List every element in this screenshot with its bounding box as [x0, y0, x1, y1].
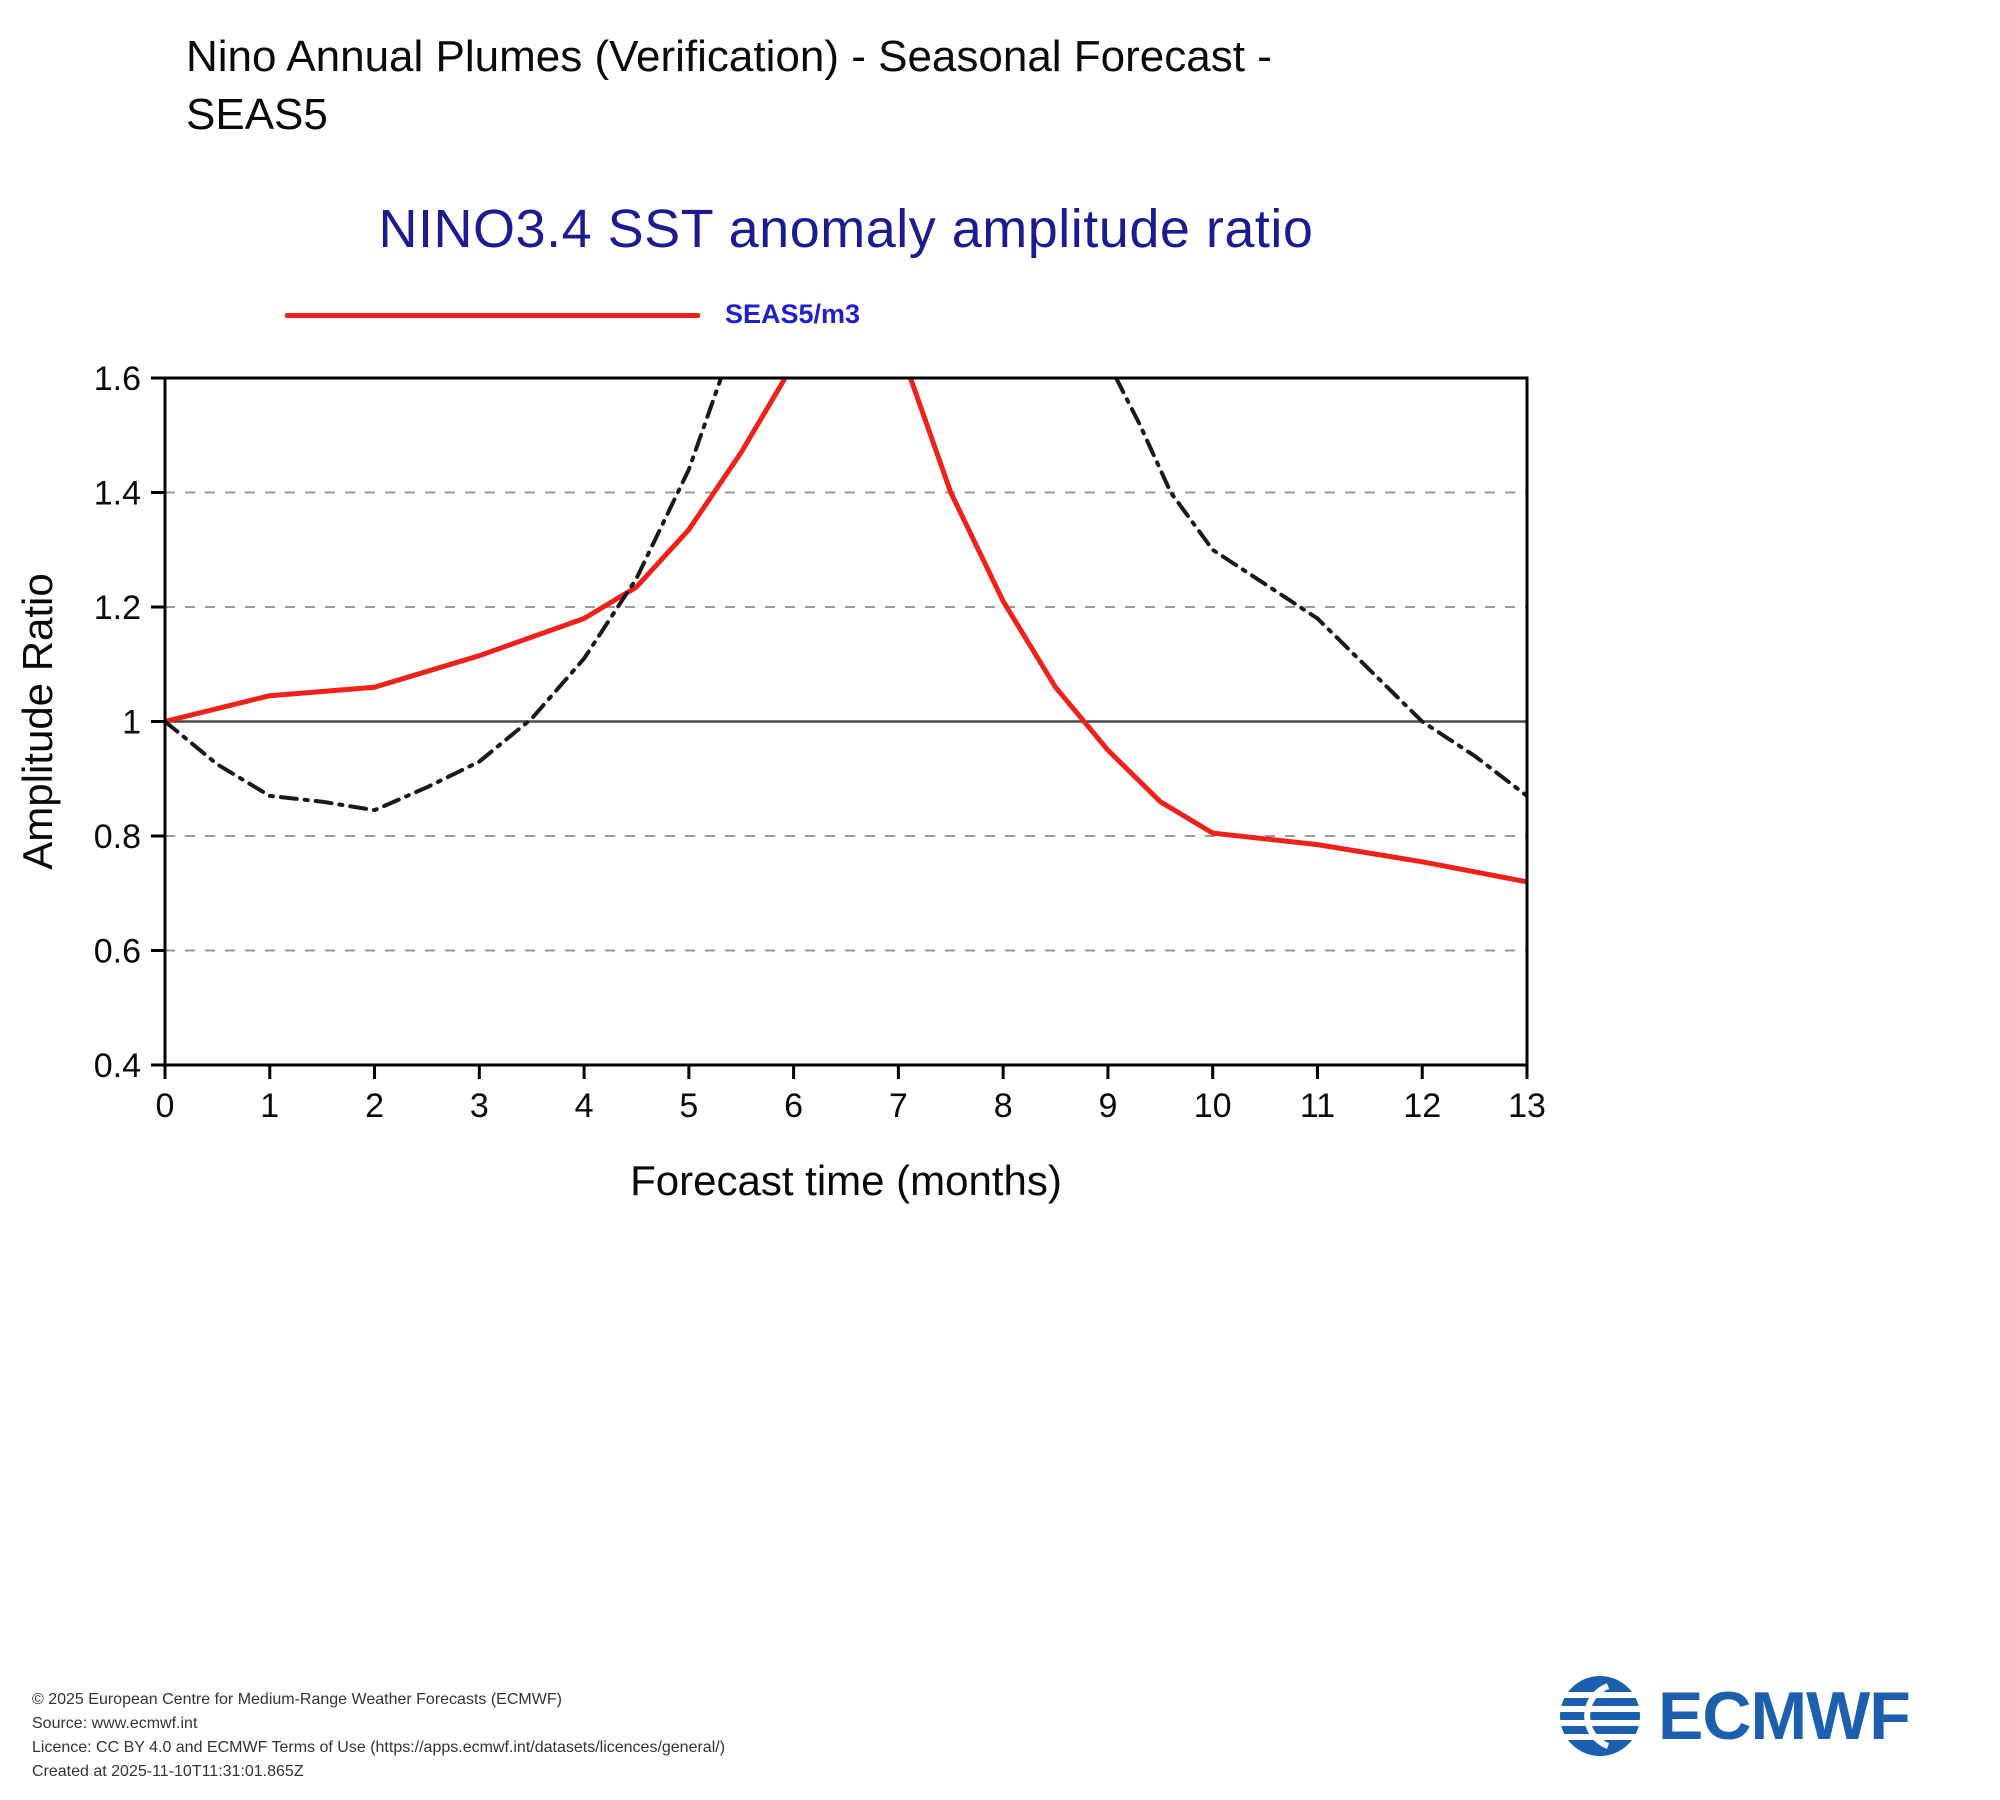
- svg-text:13: 13: [1508, 1087, 1546, 1125]
- ecmwf-logo-icon: [1558, 1676, 1642, 1756]
- legend-line-seas5: [285, 313, 700, 318]
- svg-text:5: 5: [679, 1087, 698, 1125]
- ecmwf-logo-text: ECMWF: [1658, 1678, 1911, 1754]
- page-title: Nino Annual Plumes (Verification) - Seas…: [186, 32, 1272, 140]
- svg-text:Amplitude Ratio: Amplitude Ratio: [14, 573, 61, 869]
- footer-created-at: Created at 2025-11-10T11:31:01.865Z: [32, 1763, 304, 1780]
- footer-attribution: © 2025 European Centre for Medium-Range …: [32, 1688, 725, 1784]
- svg-text:0.8: 0.8: [94, 818, 141, 856]
- svg-text:1: 1: [122, 704, 141, 742]
- svg-text:6: 6: [784, 1087, 803, 1125]
- svg-text:10: 10: [1194, 1087, 1232, 1125]
- svg-text:9: 9: [1098, 1087, 1117, 1125]
- chart-legend: SEAS5/m3: [285, 295, 1185, 335]
- svg-text:1: 1: [260, 1087, 279, 1125]
- ecmwf-logo: ECMWF: [1556, 1672, 1911, 1760]
- svg-text:11: 11: [1300, 1087, 1335, 1125]
- svg-text:1.6: 1.6: [94, 360, 141, 398]
- footer-source: Source: www.ecmwf.int: [32, 1715, 198, 1732]
- chart-title: NINO3.4 SST anomaly amplitude ratio: [378, 199, 1314, 259]
- svg-text:0.4: 0.4: [94, 1047, 141, 1085]
- svg-text:1.4: 1.4: [94, 475, 141, 513]
- svg-text:0.6: 0.6: [94, 933, 141, 971]
- legend-label-seas5: SEAS5/m3: [725, 299, 861, 329]
- svg-text:7: 7: [889, 1087, 908, 1125]
- svg-text:1.2: 1.2: [94, 589, 141, 627]
- footer-copyright: © 2025 European Centre for Medium-Range …: [32, 1691, 562, 1708]
- svg-text:0: 0: [156, 1087, 175, 1125]
- svg-text:2: 2: [365, 1087, 384, 1125]
- svg-text:12: 12: [1403, 1087, 1441, 1125]
- footer-licence: Licence: CC BY 4.0 and ECMWF Terms of Us…: [32, 1739, 726, 1756]
- svg-text:4: 4: [575, 1087, 594, 1125]
- svg-text:Forecast time (months): Forecast time (months): [630, 1157, 1062, 1204]
- svg-text:3: 3: [470, 1087, 489, 1125]
- svg-text:8: 8: [994, 1087, 1013, 1125]
